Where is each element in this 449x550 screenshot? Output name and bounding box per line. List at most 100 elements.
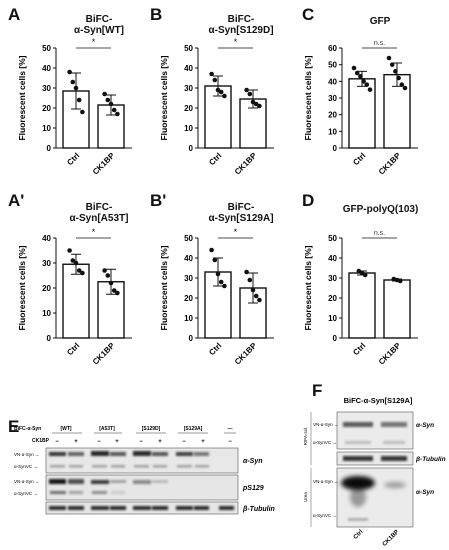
- data-point: [105, 273, 111, 278]
- data-point: [105, 97, 111, 103]
- y-tick-label: 0: [189, 334, 194, 343]
- y-axis-label: Fluorescent cells [%]: [159, 245, 169, 330]
- panel-letter-b-prime: B': [150, 191, 167, 210]
- data-point: [115, 290, 120, 296]
- panel-letter-a-prime: A': [8, 191, 25, 210]
- e-ps129-membrane: [45, 474, 239, 501]
- data-point: [396, 75, 401, 81]
- y-tick-label: 40: [42, 234, 51, 243]
- e-band-label: VN-α-Syn →: [14, 479, 39, 484]
- data-point: [67, 248, 72, 253]
- significance-label: n.s.: [374, 40, 385, 47]
- significance-label: n.s.: [374, 230, 385, 237]
- f-lane-label: CK1BP: [382, 529, 401, 548]
- e-sign: −: [228, 439, 232, 445]
- e-lane-signs: − + − + − + − + −: [55, 439, 232, 445]
- data-point: [250, 287, 256, 293]
- y-tick-label: 20: [42, 104, 51, 113]
- y-tick-label: 10: [328, 314, 337, 323]
- y-tick-label: 20: [328, 111, 337, 120]
- y-tick-label: 30: [184, 84, 193, 93]
- data-point: [108, 280, 114, 286]
- data-point: [215, 271, 221, 277]
- e-sign: +: [201, 439, 205, 445]
- data-point: [108, 101, 114, 107]
- y-axis-label: Fluorescent cells [%]: [17, 55, 27, 140]
- y-tick-label: 50: [328, 61, 337, 70]
- data-point: [218, 89, 224, 95]
- y-tick-label: 40: [328, 77, 337, 86]
- y-axis-label: Fluorescent cells [%]: [303, 245, 313, 330]
- e-sign: −: [139, 439, 143, 445]
- y-tick-label: 30: [184, 274, 193, 283]
- y-tick-label: 30: [328, 94, 337, 103]
- y-tick-label: 30: [328, 274, 337, 283]
- e-group-s129d: [S129D]: [142, 426, 161, 432]
- chart-title-d: GFP-polyQ(103): [342, 204, 419, 215]
- e-band-label: α-SynVC →: [14, 464, 38, 469]
- y-tick-label: 50: [42, 44, 51, 53]
- e-panel-label-tubulin: β-Tubulin: [242, 506, 275, 513]
- e-panel-label-asyn: α-Syn: [243, 458, 263, 465]
- data-point: [209, 71, 214, 77]
- panel-letter-d: D: [302, 191, 315, 210]
- data-point: [389, 62, 395, 67]
- f-tubulin-membrane: [336, 451, 414, 466]
- y-axis-label: Fluorescent cells [%]: [17, 245, 27, 330]
- data-point: [70, 79, 76, 85]
- e-group-wt: [WT]: [60, 426, 71, 432]
- data-point: [212, 77, 218, 83]
- data-point: [244, 269, 249, 275]
- e-tubulin-bands: [49, 506, 234, 510]
- f-band-label: α-SynVC →: [313, 440, 337, 445]
- y-axis-label: Fluorescent cells [%]: [159, 55, 169, 140]
- y-tick-label: 40: [42, 64, 51, 73]
- f-panel-label-asyn-urea: α-Syn: [416, 489, 434, 496]
- chart-title-b-prime: BiFC-α-Syn[S129A]: [208, 202, 274, 224]
- y-axis-label: Fluorescent cells [%]: [303, 55, 313, 140]
- data-point: [257, 297, 262, 303]
- y-tick-label: 50: [184, 44, 193, 53]
- e-ps129-vc-bands: [50, 491, 125, 494]
- data-point: [244, 87, 249, 93]
- data-point: [76, 97, 82, 103]
- significance-label: *: [234, 227, 238, 237]
- y-tick-label: 0: [333, 144, 338, 153]
- y-tick-label: 0: [333, 334, 338, 343]
- y-tick-label: 50: [184, 234, 193, 243]
- y-tick-label: 60: [328, 44, 337, 53]
- y-tick-label: 10: [42, 124, 51, 133]
- y-tick-label: 20: [42, 284, 51, 293]
- data-point: [222, 93, 227, 99]
- e-band-label: α-SynVC →: [14, 491, 38, 496]
- f-ripa-vc-bands: [345, 441, 405, 444]
- data-point: [111, 288, 117, 293]
- y-tick-label: 20: [328, 294, 337, 303]
- data-point: [73, 260, 79, 266]
- data-point: [367, 87, 373, 92]
- data-point: [218, 279, 224, 285]
- data-point: [80, 109, 85, 115]
- f-panel-label-asyn: α-Syn: [416, 422, 434, 429]
- y-tick-label: 10: [184, 314, 193, 323]
- e-asyn-bands: [49, 451, 209, 456]
- e-sign: −: [182, 439, 186, 445]
- data-point: [393, 69, 398, 74]
- data-point: [209, 247, 214, 253]
- panel-letter-c: C: [302, 5, 315, 24]
- data-point: [212, 257, 218, 263]
- f-band-label: VN-α-Syn →: [313, 479, 338, 484]
- data-point: [76, 268, 82, 273]
- data-point: [402, 85, 408, 91]
- data-point: [351, 65, 357, 71]
- e-sign: −: [97, 439, 101, 445]
- data-point: [70, 258, 76, 263]
- y-tick-label: 20: [184, 104, 193, 113]
- y-tick-label: 30: [42, 259, 51, 268]
- data-point: [362, 272, 368, 278]
- chart-title-a: BiFC-α-Syn[WT]: [73, 14, 125, 36]
